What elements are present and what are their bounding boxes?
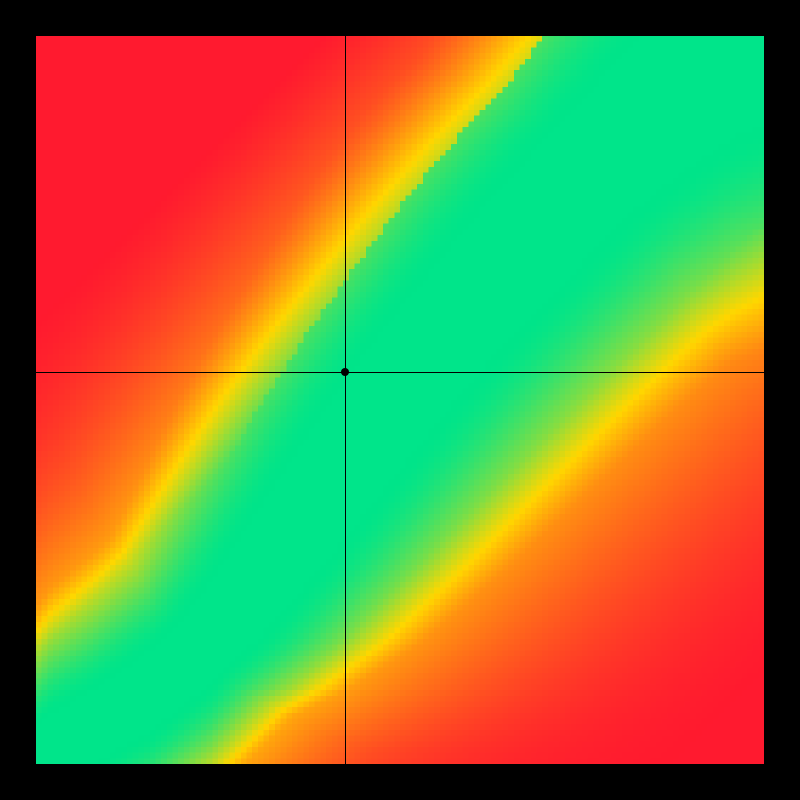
- crosshair-vertical: [345, 36, 346, 764]
- watermark-text: TheBottleneck.com: [556, 14, 768, 41]
- heatmap-plot-area: [36, 36, 764, 764]
- crosshair-horizontal: [36, 372, 764, 373]
- chart-container: { "source": "TheBottleneck.com", "canvas…: [0, 0, 800, 800]
- heatmap-canvas: [36, 36, 764, 764]
